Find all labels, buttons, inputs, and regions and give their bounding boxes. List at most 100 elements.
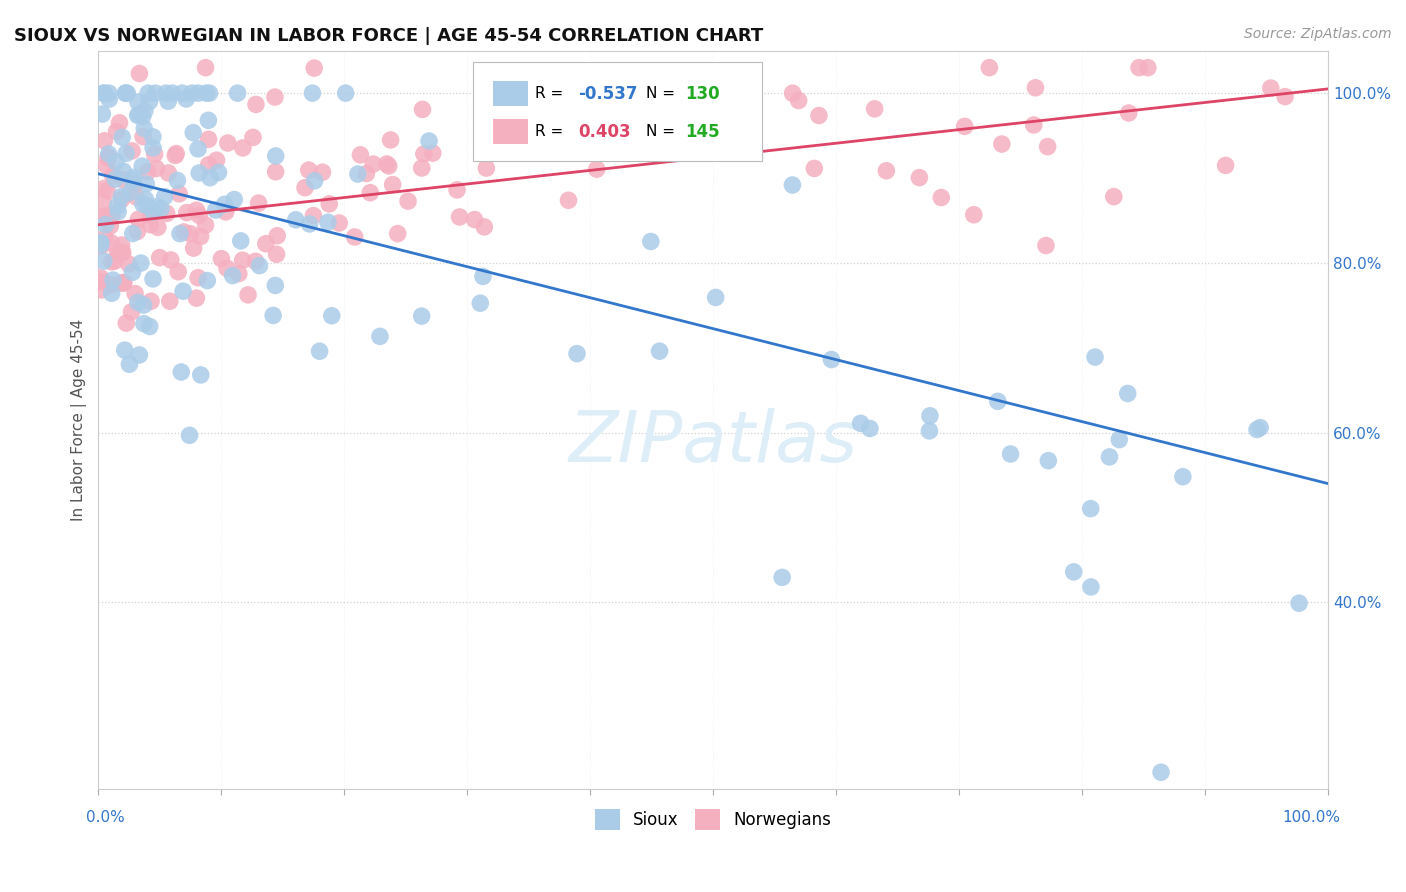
- Point: [96, 184, 118, 198]
- Point: [120, 186, 142, 200]
- Point: [205, 153, 228, 168]
- Point: [215, 261, 238, 276]
- Point: [90, 237, 112, 252]
- Point: [188, 166, 211, 180]
- Point: [132, 129, 155, 144]
- Point: [114, 343, 136, 358]
- Point: [232, 253, 254, 268]
- Point: [245, 254, 267, 268]
- Point: [217, 136, 239, 150]
- Point: [1000, 447, 1022, 461]
- Point: [359, 186, 381, 200]
- Point: [143, 147, 166, 161]
- Text: SIOUX VS NORWEGIAN IN LABOR FORCE | AGE 45-54 CORRELATION CHART: SIOUX VS NORWEGIAN IN LABOR FORCE | AGE …: [14, 27, 763, 45]
- Point: [107, 244, 129, 259]
- Point: [198, 170, 221, 185]
- Point: [875, 163, 897, 178]
- Point: [100, 278, 122, 293]
- Point: [298, 163, 321, 178]
- Point: [111, 245, 134, 260]
- Point: [186, 291, 208, 305]
- Point: [172, 284, 194, 298]
- Point: [135, 177, 157, 191]
- Point: [918, 424, 941, 438]
- Point: [1036, 139, 1059, 153]
- Point: [97, 147, 120, 161]
- Point: [166, 173, 188, 187]
- Point: [308, 344, 330, 359]
- Point: [1246, 423, 1268, 437]
- Point: [167, 186, 190, 201]
- Point: [150, 202, 173, 216]
- Point: [583, 111, 606, 125]
- Point: [704, 290, 727, 304]
- Point: [174, 92, 197, 106]
- Point: [378, 159, 401, 173]
- Point: [131, 159, 153, 173]
- Point: [328, 216, 350, 230]
- Point: [145, 161, 167, 176]
- Point: [245, 97, 267, 112]
- Point: [215, 205, 238, 219]
- Point: [318, 197, 340, 211]
- Point: [93, 134, 115, 148]
- Point: [1150, 765, 1173, 780]
- Point: [187, 86, 209, 100]
- Point: [422, 146, 444, 161]
- Point: [963, 208, 986, 222]
- Point: [186, 203, 208, 218]
- Point: [129, 256, 152, 270]
- Point: [585, 162, 607, 177]
- Point: [194, 61, 217, 75]
- Point: [782, 86, 804, 100]
- Point: [157, 166, 180, 180]
- Point: [93, 86, 115, 100]
- Point: [194, 218, 217, 232]
- Point: [117, 86, 139, 100]
- Point: [132, 197, 155, 211]
- Point: [1102, 189, 1125, 203]
- Point: [127, 295, 149, 310]
- Point: [101, 208, 124, 222]
- Point: [173, 225, 195, 239]
- Point: [262, 309, 284, 323]
- Point: [98, 219, 121, 233]
- Point: [94, 218, 117, 232]
- Point: [347, 167, 370, 181]
- Point: [380, 133, 402, 147]
- Point: [195, 86, 218, 100]
- Point: [111, 130, 134, 145]
- Point: [101, 169, 124, 183]
- Point: [953, 120, 976, 134]
- Point: [197, 158, 219, 172]
- Point: [264, 90, 287, 104]
- Point: [128, 212, 150, 227]
- Point: [863, 102, 886, 116]
- Point: [302, 61, 325, 75]
- Point: [254, 236, 277, 251]
- Point: [187, 270, 209, 285]
- Point: [93, 194, 115, 209]
- Point: [121, 305, 143, 319]
- Point: [179, 227, 201, 241]
- Point: [1022, 118, 1045, 132]
- Point: [97, 151, 120, 165]
- Text: 0.0%: 0.0%: [86, 811, 125, 825]
- Point: [221, 268, 243, 283]
- Text: -0.537: -0.537: [578, 85, 637, 103]
- Point: [170, 365, 193, 379]
- Point: [807, 109, 830, 123]
- Point: [349, 148, 371, 162]
- Point: [396, 194, 419, 208]
- Legend: Sioux, Norwegians: Sioux, Norwegians: [588, 803, 838, 837]
- Point: [138, 95, 160, 109]
- Point: [111, 238, 134, 252]
- Point: [132, 298, 155, 312]
- Point: [356, 167, 378, 181]
- Point: [181, 126, 204, 140]
- Point: [247, 196, 270, 211]
- Point: [1080, 580, 1102, 594]
- Point: [91, 107, 114, 121]
- Point: [165, 146, 187, 161]
- Text: R =: R =: [534, 124, 568, 139]
